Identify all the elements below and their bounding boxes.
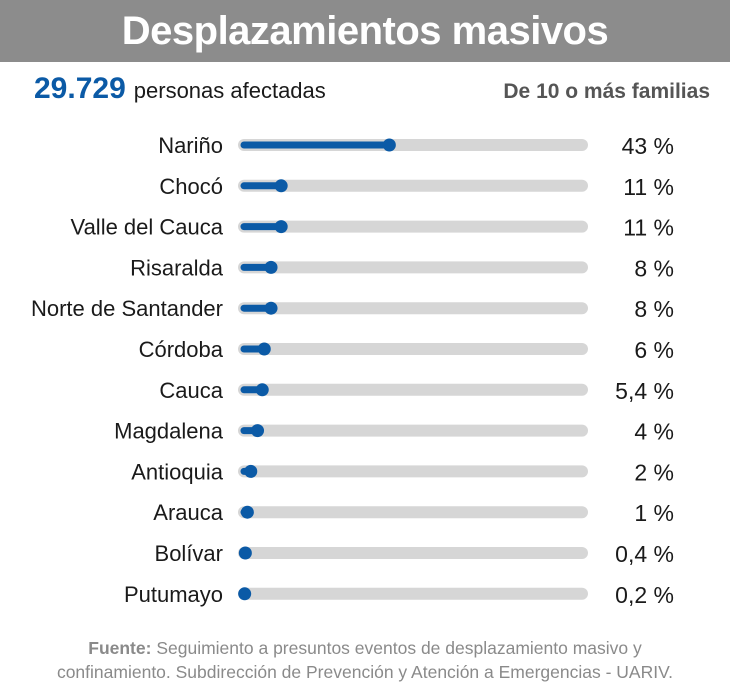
- category-label: Valle del Cauca: [71, 215, 224, 240]
- value-label: 11 %: [623, 174, 674, 200]
- source-footer: Fuente: Seguimiento a presuntos eventos …: [0, 636, 730, 684]
- category-label: Arauca: [153, 500, 223, 525]
- category-label: Putumayo: [124, 582, 223, 607]
- bar-end-dot: [382, 138, 396, 152]
- value-label: 4 %: [634, 419, 674, 445]
- category-label: Córdoba: [139, 337, 224, 362]
- bar-chart: Nariño 43 % Chocó 11 % Valle del Cauca 11 % Ri…: [31, 133, 674, 608]
- category-label: Magdalena: [114, 419, 224, 444]
- source-label: Fuente:: [88, 638, 152, 658]
- bar-end-dot: [274, 179, 288, 193]
- category-label: Norte de Santander: [31, 296, 223, 321]
- chart-title: Desplazamientos masivos: [121, 8, 609, 53]
- bar-end-dot: [240, 505, 254, 519]
- source-line-2: confinamiento. Subdirección de Prevenció…: [56, 662, 674, 682]
- bar-end-dot: [238, 546, 252, 560]
- value-label: 43 %: [622, 133, 674, 159]
- source-text: Seguimiento a presuntos eventos de despl…: [156, 638, 642, 658]
- bar-end-dot: [251, 424, 265, 438]
- value-label: 8 %: [634, 296, 674, 322]
- category-label: Chocó: [159, 174, 223, 199]
- source-line-1: Fuente: Seguimiento a presuntos eventos …: [0, 636, 730, 660]
- value-label: 0,2 %: [615, 582, 674, 608]
- title-bar: Desplazamientos masivos: [0, 0, 730, 62]
- category-label: Bolívar: [155, 541, 223, 566]
- category-label: Nariño: [158, 133, 223, 158]
- value-label: 5,4 %: [615, 378, 674, 404]
- bar-end-dot: [255, 383, 269, 397]
- bar-end-dot: [274, 220, 288, 234]
- bar-end-dot: [257, 342, 271, 356]
- value-label: 0,4 %: [615, 541, 674, 567]
- total-affected-label: personas afectadas: [133, 78, 326, 103]
- bar-end-dot: [238, 587, 252, 601]
- category-label: Cauca: [159, 378, 223, 403]
- value-label: 1 %: [634, 500, 674, 526]
- bar-end-dot: [264, 260, 278, 274]
- value-label: 6 %: [634, 337, 674, 363]
- bar-end-dot: [264, 301, 278, 315]
- category-label: Antioquia: [131, 459, 224, 484]
- category-label: Risaralda: [130, 255, 224, 280]
- subheader: 29.729 personas afectadas De 10 o más fa…: [34, 72, 710, 112]
- value-label: 8 %: [634, 255, 674, 281]
- family-threshold-note: De 10 o más familias: [503, 80, 710, 103]
- value-label: 11 %: [623, 215, 674, 241]
- value-label: 2 %: [634, 459, 674, 485]
- bar-end-dot: [244, 464, 258, 478]
- total-affected-value: 29.729: [34, 72, 126, 105]
